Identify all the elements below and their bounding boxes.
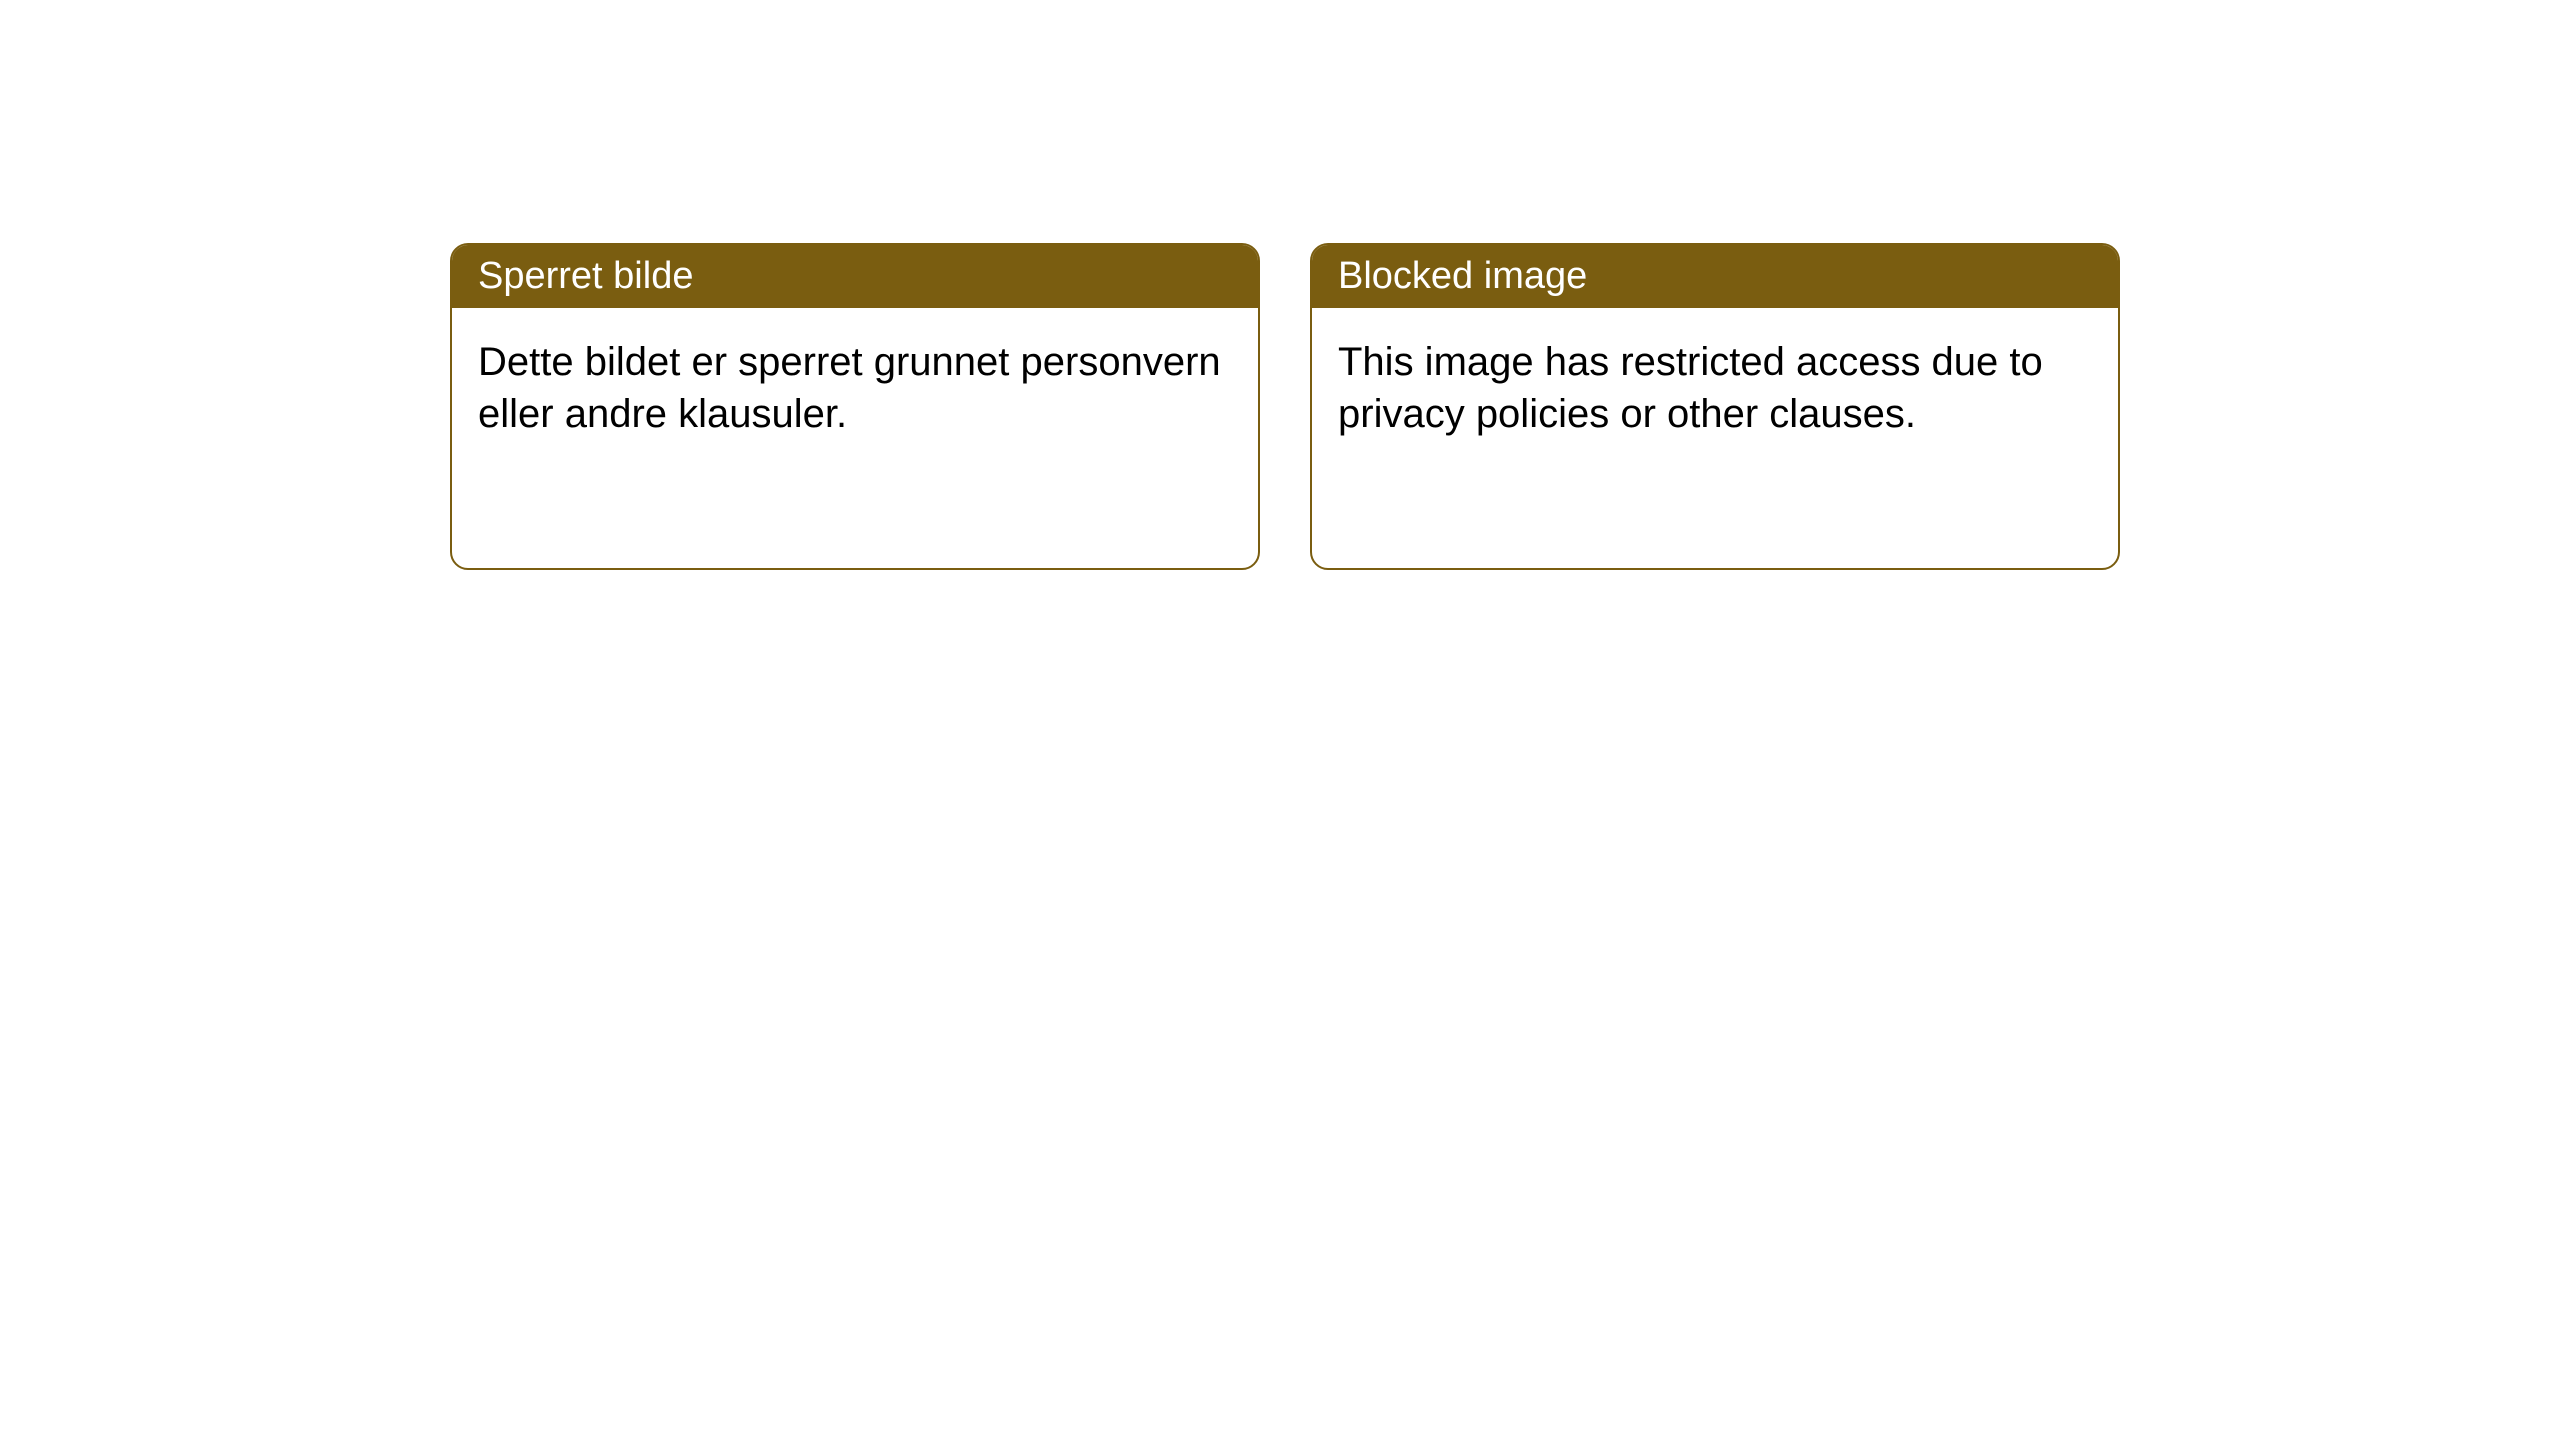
notice-card-english: Blocked image This image has restricted …: [1310, 243, 2120, 570]
notice-text-english: This image has restricted access due to …: [1338, 340, 2043, 436]
notice-body-english: This image has restricted access due to …: [1312, 308, 2118, 568]
notice-title-norwegian: Sperret bilde: [478, 255, 693, 297]
notice-header-english: Blocked image: [1312, 245, 2118, 308]
notice-body-norwegian: Dette bildet er sperret grunnet personve…: [452, 308, 1258, 568]
notice-header-norwegian: Sperret bilde: [452, 245, 1258, 308]
notice-text-norwegian: Dette bildet er sperret grunnet personve…: [478, 340, 1221, 436]
notice-card-norwegian: Sperret bilde Dette bildet er sperret gr…: [450, 243, 1260, 570]
notice-title-english: Blocked image: [1338, 255, 1587, 297]
notice-container: Sperret bilde Dette bildet er sperret gr…: [0, 0, 2560, 570]
